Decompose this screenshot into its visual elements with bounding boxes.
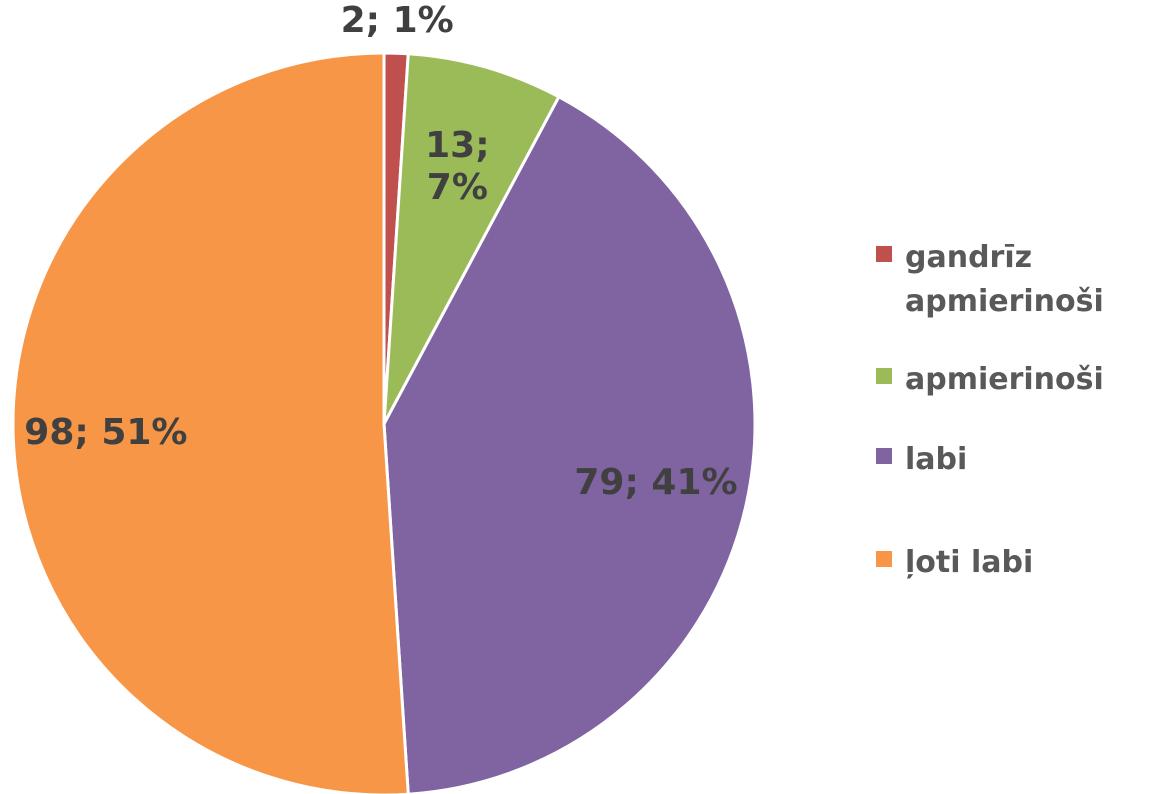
data-label: 13; 7%: [425, 125, 490, 209]
legend-item: labi: [876, 438, 1162, 482]
data-label: 2; 1%: [340, 0, 454, 42]
legend-label: labi: [905, 442, 968, 477]
legend-label: gandrīz apmierinoši: [905, 240, 1104, 319]
legend-swatch: [876, 246, 892, 262]
data-label: 79; 41%: [574, 461, 738, 503]
pie-slice: [11, 51, 410, 794]
pie-slice: [382, 52, 561, 425]
legend-swatch: [876, 368, 892, 384]
legend-swatch: [876, 551, 892, 567]
legend-item: gandrīz apmierinoši: [876, 236, 1162, 324]
legend-label: apmierinoši: [905, 362, 1104, 397]
legend-label: ļoti labi: [905, 545, 1034, 580]
pie-slice: [382, 94, 757, 794]
legend-item: apmierinoši: [876, 358, 1162, 402]
legend-item: ļoti labi: [876, 541, 1162, 585]
data-label: 98; 51%: [24, 412, 188, 454]
legend-swatch: [876, 448, 892, 464]
